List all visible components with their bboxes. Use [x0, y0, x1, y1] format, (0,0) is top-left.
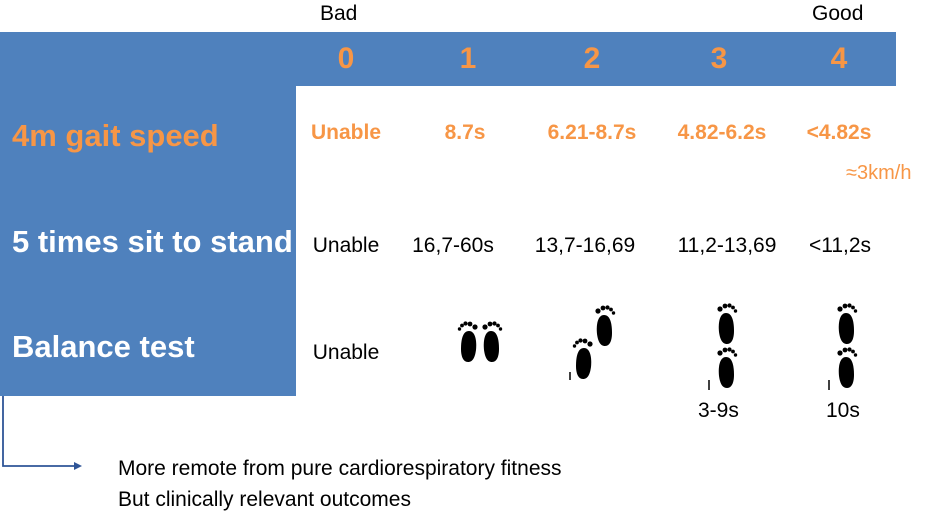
sit-to-stand-score-1: 16,7-60s [412, 234, 494, 257]
score-0: 0 [337, 42, 355, 75]
row-label-balance-test: Balance test [12, 329, 195, 364]
note-line-2: But clinically relevant outcomes [118, 488, 411, 511]
gait-speed-score-4: <4.82s [806, 121, 872, 144]
row-label-sit-to-stand: 5 times sit to stand [12, 224, 293, 259]
gait-speed-score-3: 4.82-6.2s [677, 121, 767, 144]
balance-duration-score-3: 3-9s [698, 399, 739, 422]
semi-tandem-feet-icon [569, 305, 616, 380]
bad-label: Bad [320, 2, 358, 25]
score-1: 1 [459, 42, 477, 75]
sit-to-stand-score-0: Unable [312, 234, 380, 257]
tandem-feet-icon [828, 303, 858, 390]
gait-speed-score-2: 6.21-8.7s [547, 121, 637, 144]
note-line-1: More remote from pure cardiorespiratory … [118, 457, 562, 480]
tandem-feet-icon [708, 303, 738, 390]
balance-duration-score-4: 10s [826, 399, 860, 422]
score-4: 4 [830, 42, 848, 75]
sit-to-stand-score-2: 13,7-16,69 [534, 234, 636, 257]
score-3: 3 [710, 42, 728, 75]
balance-score-0: Unable [312, 341, 380, 364]
score-header-band [0, 32, 896, 86]
sit-to-stand-score-3: 11,2-13,69 [677, 234, 777, 257]
side-by-side-feet-icon [457, 321, 503, 362]
gait-speed-score-0: Unable [310, 121, 381, 144]
good-label: Good [812, 2, 864, 25]
gait-speed-score-1: 8.7s [444, 121, 486, 144]
sit-to-stand-score-4: <11,2s [808, 234, 872, 257]
score-2: 2 [583, 42, 601, 75]
speed-equivalent-note: ≈3km/h [846, 162, 912, 184]
row-label-gait-speed: 4m gait speed [12, 118, 219, 153]
criteria-column [0, 86, 296, 396]
arrow-icon [2, 396, 82, 470]
